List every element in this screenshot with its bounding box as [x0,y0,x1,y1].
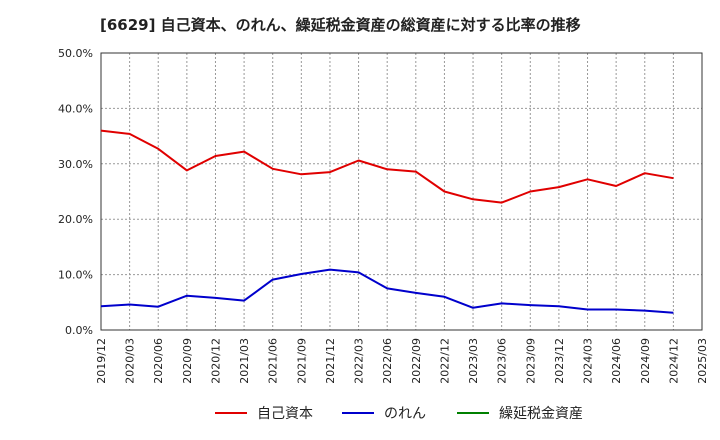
x-tick-label: 2022/06 [381,338,394,384]
x-tick-label: 2023/06 [496,338,509,384]
x-tick-label: 2019/12 [95,338,108,384]
legend-label: 繰延税金資産 [499,406,583,422]
y-tick-label: 0.0% [65,324,93,337]
x-tick-label: 2024/06 [610,338,623,384]
series-line [100,268,674,314]
legend-label: のれん [384,406,426,422]
x-tick-label: 2022/12 [438,338,451,384]
x-tick-label: 2021/09 [295,338,308,384]
legend-label: 自己資本 [257,406,313,422]
axes [100,52,703,331]
series-lines [100,129,674,314]
x-tick-label: 2020/03 [124,338,137,384]
tick-labels: 0.0% 10.0% 20.0% 30.0% 40.0% 50.0% 2019/12 2020… [58,47,709,384]
x-tick-label: 2023/12 [553,338,566,384]
x-tick-label: 2021/06 [267,338,280,384]
y-tick-label: 40.0% [58,102,93,115]
x-tick-label: 2022/09 [410,338,423,384]
x-tick-label: 2021/12 [324,338,337,384]
x-tick-label: 2023/03 [467,338,480,384]
x-tick-label: 2025/03 [696,338,709,384]
x-tick-label: 2024/12 [667,338,680,384]
legend: 自己資本 のれん 繰延税金資産 [215,406,583,422]
x-tick-label: 2024/03 [582,338,595,384]
chart-title: [6629] 自己資本、のれん、繰延税金資産の総資産に対する比率の推移 [100,16,581,34]
y-tick-label: 10.0% [58,269,93,282]
x-tick-label: 2020/06 [152,338,165,384]
y-tick-label: 50.0% [58,47,93,60]
y-tick-label: 20.0% [58,213,93,226]
x-tick-label: 2020/12 [209,338,222,384]
x-tick-label: 2024/09 [639,338,652,384]
series-line [100,129,674,204]
plot-frame [100,52,703,331]
x-tick-label: 2020/09 [181,338,194,384]
x-tick-label: 2023/09 [524,338,537,384]
x-tick-label: 2021/03 [238,338,251,384]
y-tick-label: 30.0% [58,158,93,171]
grid [100,52,703,331]
x-tick-label: 2022/03 [353,338,366,384]
